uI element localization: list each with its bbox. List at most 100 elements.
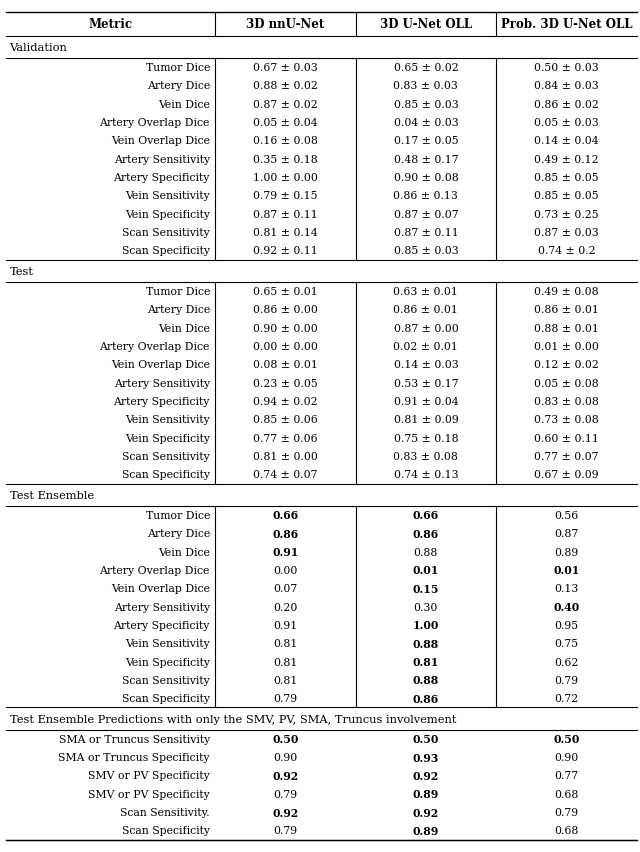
Text: Scan Sensitivity.: Scan Sensitivity.	[120, 807, 210, 817]
Text: 0.83 ± 0.08: 0.83 ± 0.08	[394, 452, 458, 462]
Text: 1.00 ± 0.00: 1.00 ± 0.00	[253, 173, 318, 183]
Text: 0.67 ± 0.03: 0.67 ± 0.03	[253, 63, 318, 73]
Text: 0.01: 0.01	[413, 565, 439, 576]
Text: 0.49 ± 0.08: 0.49 ± 0.08	[534, 286, 598, 296]
Text: 0.74 ± 0.13: 0.74 ± 0.13	[394, 469, 458, 480]
Text: 0.79: 0.79	[273, 826, 298, 836]
Text: 0.14 ± 0.03: 0.14 ± 0.03	[394, 360, 458, 370]
Text: Artery Overlap Dice: Artery Overlap Dice	[100, 342, 210, 352]
Text: Scan Specificity: Scan Specificity	[122, 469, 210, 480]
Text: SMA or Truncus Specificity: SMA or Truncus Specificity	[58, 752, 210, 763]
Text: Vein Sensitivity: Vein Sensitivity	[125, 638, 210, 648]
Text: Vein Dice: Vein Dice	[158, 100, 210, 110]
Text: 0.75: 0.75	[554, 638, 579, 648]
Text: 0.90 ± 0.08: 0.90 ± 0.08	[394, 173, 458, 183]
Text: 0.79: 0.79	[554, 675, 579, 685]
Text: 0.83 ± 0.08: 0.83 ± 0.08	[534, 396, 599, 406]
Text: 0.91: 0.91	[273, 620, 298, 630]
Text: 0.86 ± 0.01: 0.86 ± 0.01	[534, 305, 599, 315]
Text: 0.88 ± 0.01: 0.88 ± 0.01	[534, 323, 599, 333]
Text: 0.68: 0.68	[554, 789, 579, 799]
Text: 0.88 ± 0.02: 0.88 ± 0.02	[253, 81, 318, 91]
Text: 0.88: 0.88	[413, 675, 439, 686]
Text: 0.30: 0.30	[413, 602, 438, 612]
Text: 0.77 ± 0.07: 0.77 ± 0.07	[534, 452, 598, 462]
Text: 0.86 ± 0.02: 0.86 ± 0.02	[534, 100, 599, 110]
Text: Tumor Dice: Tumor Dice	[145, 286, 210, 296]
Text: 0.81: 0.81	[273, 638, 298, 648]
Text: 0.40: 0.40	[553, 602, 580, 613]
Text: 0.74 ± 0.07: 0.74 ± 0.07	[253, 469, 317, 480]
Text: 0.93: 0.93	[413, 751, 439, 763]
Text: 0.86 ± 0.13: 0.86 ± 0.13	[394, 191, 458, 201]
Text: 0.89: 0.89	[413, 825, 439, 836]
Text: 0.65 ± 0.01: 0.65 ± 0.01	[253, 286, 318, 296]
Text: 0.68: 0.68	[554, 826, 579, 836]
Text: Artery Sensitivity: Artery Sensitivity	[114, 602, 210, 612]
Text: 0.79: 0.79	[273, 694, 298, 704]
Text: Artery Dice: Artery Dice	[147, 305, 210, 315]
Text: 0.74 ± 0.2: 0.74 ± 0.2	[538, 246, 595, 256]
Text: 0.81 ± 0.09: 0.81 ± 0.09	[394, 415, 458, 425]
Text: 0.87 ± 0.02: 0.87 ± 0.02	[253, 100, 318, 110]
Text: 0.05 ± 0.03: 0.05 ± 0.03	[534, 118, 599, 128]
Text: Artery Sensitivity: Artery Sensitivity	[114, 378, 210, 389]
Text: 0.87 ± 0.11: 0.87 ± 0.11	[394, 227, 458, 238]
Text: Artery Overlap Dice: Artery Overlap Dice	[100, 565, 210, 575]
Text: 0.87 ± 0.07: 0.87 ± 0.07	[394, 210, 458, 220]
Text: 0.85 ± 0.03: 0.85 ± 0.03	[394, 100, 458, 110]
Text: 0.66: 0.66	[413, 509, 439, 521]
Text: Vein Overlap Dice: Vein Overlap Dice	[111, 584, 210, 594]
Text: 0.85 ± 0.03: 0.85 ± 0.03	[394, 246, 458, 256]
Text: Scan Specificity: Scan Specificity	[122, 826, 210, 836]
Text: 0.00: 0.00	[273, 565, 298, 575]
Text: Test Ensemble: Test Ensemble	[10, 490, 93, 500]
Text: 0.23 ± 0.05: 0.23 ± 0.05	[253, 378, 318, 389]
Text: Vein Overlap Dice: Vein Overlap Dice	[111, 136, 210, 147]
Text: 0.62: 0.62	[554, 657, 579, 667]
Text: Scan Specificity: Scan Specificity	[122, 246, 210, 256]
Text: 0.85 ± 0.05: 0.85 ± 0.05	[534, 173, 598, 183]
Text: 0.84 ± 0.03: 0.84 ± 0.03	[534, 81, 599, 91]
Text: 0.77: 0.77	[554, 770, 579, 780]
Text: 0.56: 0.56	[554, 510, 579, 521]
Text: 0.63 ± 0.01: 0.63 ± 0.01	[394, 286, 458, 296]
Text: 0.50: 0.50	[272, 734, 299, 745]
Text: Artery Specificity: Artery Specificity	[113, 396, 210, 406]
Text: 0.75 ± 0.18: 0.75 ± 0.18	[394, 433, 458, 443]
Text: 0.86: 0.86	[413, 693, 439, 704]
Text: 0.81: 0.81	[413, 656, 439, 667]
Text: Validation: Validation	[10, 43, 67, 53]
Text: 0.90: 0.90	[554, 752, 579, 763]
Text: 0.14 ± 0.04: 0.14 ± 0.04	[534, 136, 598, 147]
Text: 0.92: 0.92	[272, 770, 299, 781]
Text: Prob. 3D U-Net OLL: Prob. 3D U-Net OLL	[500, 18, 632, 32]
Text: Vein Overlap Dice: Vein Overlap Dice	[111, 360, 210, 370]
Text: 0.48 ± 0.17: 0.48 ± 0.17	[394, 154, 458, 164]
Text: 0.08 ± 0.01: 0.08 ± 0.01	[253, 360, 318, 370]
Text: 0.79: 0.79	[273, 789, 298, 799]
Text: 0.91 ± 0.04: 0.91 ± 0.04	[394, 396, 458, 406]
Text: 0.07: 0.07	[273, 584, 298, 594]
Text: Vein Specificity: Vein Specificity	[125, 210, 210, 220]
Text: Test: Test	[10, 267, 34, 276]
Text: 0.94 ± 0.02: 0.94 ± 0.02	[253, 396, 317, 406]
Text: 0.66: 0.66	[272, 509, 299, 521]
Text: 0.81: 0.81	[273, 657, 298, 667]
Text: Artery Dice: Artery Dice	[147, 528, 210, 538]
Text: 0.92: 0.92	[272, 807, 299, 818]
Text: 0.01 ± 0.00: 0.01 ± 0.00	[534, 342, 599, 352]
Text: 0.73 ± 0.25: 0.73 ± 0.25	[534, 210, 598, 220]
Text: Scan Sensitivity: Scan Sensitivity	[122, 675, 210, 685]
Text: 0.86: 0.86	[413, 528, 439, 539]
Text: Vein Dice: Vein Dice	[158, 323, 210, 333]
Text: Tumor Dice: Tumor Dice	[145, 63, 210, 73]
Text: Vein Dice: Vein Dice	[158, 547, 210, 557]
Text: 0.92 ± 0.11: 0.92 ± 0.11	[253, 246, 318, 256]
Text: 0.81 ± 0.00: 0.81 ± 0.00	[253, 452, 318, 462]
Text: 0.49 ± 0.12: 0.49 ± 0.12	[534, 154, 598, 164]
Text: 0.86: 0.86	[272, 528, 299, 539]
Text: 0.67 ± 0.09: 0.67 ± 0.09	[534, 469, 598, 480]
Text: 0.15: 0.15	[413, 583, 439, 594]
Text: 0.16 ± 0.08: 0.16 ± 0.08	[253, 136, 318, 147]
